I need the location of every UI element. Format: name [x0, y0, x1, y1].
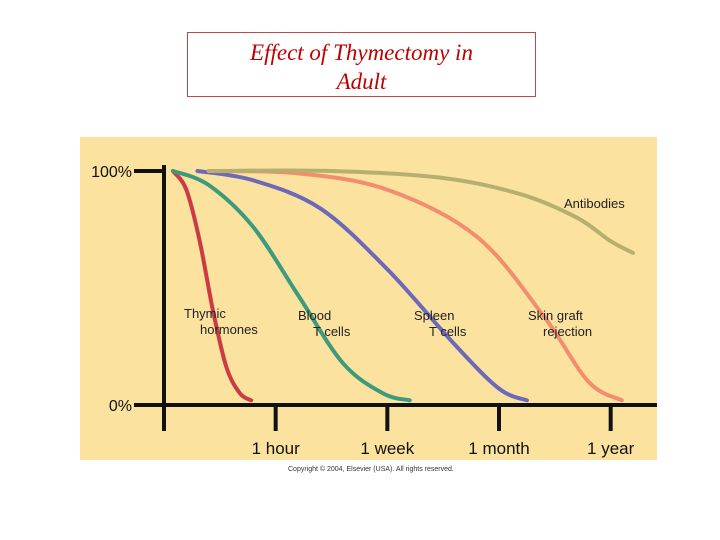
series-label: T cells: [429, 324, 467, 339]
series-label: hormones: [200, 322, 258, 337]
series-label: rejection: [543, 324, 592, 339]
y-tick-label: 0%: [109, 398, 132, 415]
chart-title: Effect of Thymectomy in Adult: [187, 32, 536, 97]
y-tick-label: 100%: [91, 164, 132, 181]
series-line: [195, 169, 529, 403]
series-label: Thymic: [184, 306, 226, 321]
title-line-1: Effect of Thymectomy in: [250, 40, 473, 65]
series-line: [170, 169, 412, 403]
series-label: Blood: [298, 308, 331, 323]
chart: 100% 0% 1 hour 1 week 1 month 1 year Thymichor…: [80, 137, 657, 460]
series-line: [206, 168, 635, 255]
x-tick-label: 1 year: [587, 439, 635, 458]
x-tick-label: 1 hour: [252, 439, 301, 458]
series-label: Skin graft: [528, 308, 583, 323]
series-label: T cells: [313, 324, 351, 339]
series-label: Antibodies: [564, 196, 625, 211]
series-line: [206, 169, 624, 403]
copyright-notice: Copyright © 2004, Elsevier (USA). All ri…: [288, 466, 454, 473]
title-line-2: Adult: [336, 69, 387, 94]
series-line: [170, 169, 254, 403]
x-tick-label: 1 month: [468, 439, 529, 458]
series-label: Spleen: [414, 308, 454, 323]
x-tick-label: 1 week: [360, 439, 414, 458]
